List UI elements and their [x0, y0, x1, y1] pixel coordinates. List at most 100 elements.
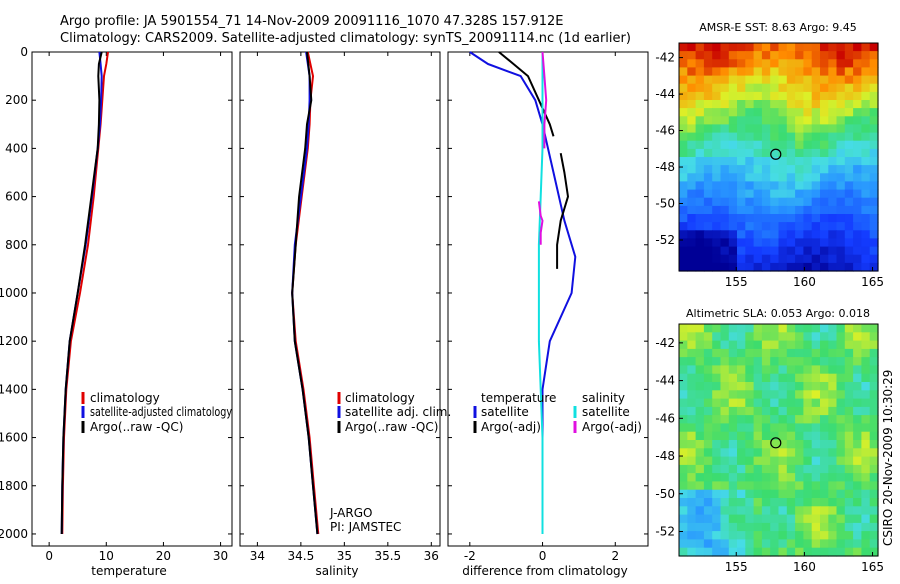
heatmap-cell [695, 522, 705, 532]
heatmap-cell [728, 262, 738, 272]
heatmap-cell [695, 262, 705, 272]
heatmap-cell [861, 324, 871, 333]
heatmap-cell [679, 489, 688, 499]
heatmap-cell [820, 481, 829, 491]
heatmap-cell [844, 398, 854, 408]
heatmap-cell [844, 514, 854, 524]
heatmap-cell [820, 173, 829, 182]
heatmap-cell [753, 230, 763, 239]
heatmap-cell [770, 140, 780, 150]
heatmap-cell [695, 108, 705, 117]
heatmap-cell [861, 473, 871, 482]
heatmap-cell [753, 262, 763, 272]
heatmap-cell [869, 498, 879, 507]
x-tick-label: 34 [250, 549, 265, 563]
heatmap-cell [679, 165, 688, 174]
heatmap-cell [720, 514, 730, 524]
heatmap-cell [687, 197, 697, 207]
heatmap-cell [811, 382, 821, 391]
heatmap-cell [844, 522, 854, 532]
heatmap-cell [811, 83, 821, 93]
heatmap-cell [695, 43, 705, 52]
heatmap-cell [778, 75, 788, 85]
heatmap-cell [695, 481, 705, 491]
heatmap-cell [745, 498, 755, 507]
heatmap-cell [778, 91, 788, 101]
heatmap-cell [728, 100, 738, 109]
heatmap-cell [728, 398, 738, 408]
heatmap-cell [786, 83, 796, 93]
heatmap-cell [795, 531, 804, 540]
heatmap-cell [820, 514, 829, 524]
heatmap-cell [828, 514, 838, 524]
heatmap-cell [695, 539, 705, 549]
heatmap-cell [803, 124, 813, 134]
heatmap-cell [753, 415, 763, 424]
heatmap-cell [679, 498, 688, 507]
heatmap-cell [728, 423, 738, 433]
heatmap-cell [753, 75, 763, 85]
x-tick-label: 10 [99, 549, 114, 563]
heatmap-cell [720, 148, 730, 158]
legend-argo-label: Argo(..raw -QC) [345, 420, 438, 434]
heatmap-cell [728, 205, 738, 215]
lat-tick-label: -48 [655, 449, 675, 463]
heatmap-cell [844, 83, 854, 93]
heatmap-cell [795, 124, 804, 134]
heatmap-cell [853, 456, 862, 466]
heatmap-cell [778, 506, 788, 516]
lat-tick-label: -50 [655, 487, 675, 501]
salinity-axes-frame [239, 51, 441, 547]
heatmap-cell [695, 506, 705, 516]
heatmap-cell [687, 390, 697, 400]
heatmap-cell [720, 132, 730, 142]
heatmap-cell [786, 181, 796, 191]
heatmap-cell [836, 59, 846, 68]
heatmap-cell [853, 100, 862, 109]
heatmap-cell [720, 165, 730, 174]
heatmap-cell [745, 254, 755, 264]
lat-tick-label: -52 [655, 524, 675, 538]
heatmap-cell [712, 238, 722, 248]
heatmap-cell [712, 456, 722, 466]
heatmap-cell [869, 398, 879, 408]
heatmap-cell [737, 489, 746, 499]
heatmap-cell [803, 382, 813, 391]
heatmap-cell [869, 456, 879, 466]
heatmap-cell [795, 116, 804, 125]
heatmap-cell [786, 75, 796, 85]
heatmap-cell [761, 522, 771, 532]
heatmap-cell [795, 481, 804, 491]
heatmap-cell [728, 406, 738, 416]
lat-tick-label: -42 [655, 336, 675, 350]
heatmap-cell [820, 165, 829, 174]
heatmap-cell [761, 238, 771, 248]
heatmap-cell [753, 390, 763, 400]
heatmap-cell [803, 415, 813, 424]
heatmap-cell [811, 181, 821, 191]
heatmap-cell [803, 398, 813, 408]
heatmap-cell [745, 43, 755, 52]
heatmap-cell [687, 398, 697, 408]
heatmap-cell [761, 539, 771, 549]
heatmap-cell [853, 382, 862, 391]
heatmap-cell [753, 332, 763, 342]
heatmap-cell [770, 473, 780, 482]
heatmap-cell [737, 390, 746, 400]
heatmap-cell [836, 83, 846, 93]
heatmap-cell [687, 539, 697, 549]
heatmap-cell [728, 181, 738, 191]
heatmap-cell [836, 506, 846, 516]
heatmap-cell [820, 83, 829, 93]
heatmap-cell [695, 340, 705, 350]
heatmap-cell [753, 205, 763, 215]
x-tick-label: 35.5 [374, 549, 401, 563]
heatmap-cell [770, 132, 780, 142]
heatmap-cell [803, 254, 813, 264]
heatmap-cell [828, 230, 838, 239]
heatmap-cell [778, 489, 788, 499]
heatmap-cell [844, 157, 854, 166]
heatmap-cell [753, 506, 763, 516]
heatmap-cell [753, 406, 763, 416]
heatmap-cell [795, 173, 804, 182]
